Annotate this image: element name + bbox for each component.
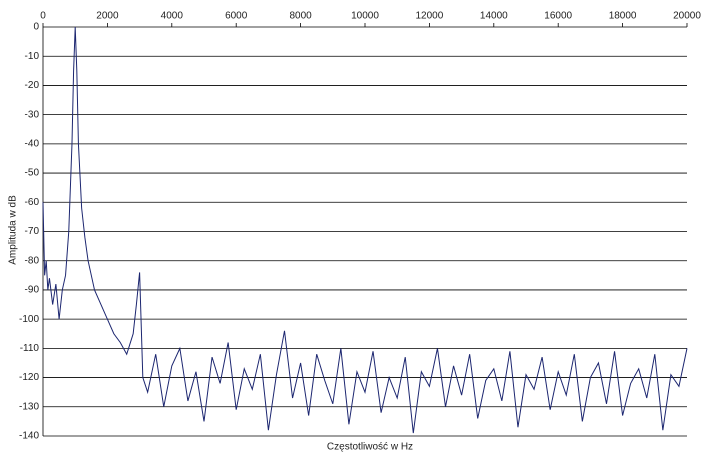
y-tick-label: -30 (25, 109, 40, 120)
y-tick-label: -70 (25, 226, 40, 237)
x-axis-title: Częstotliwość w Hz (327, 442, 413, 453)
y-tick-label: -50 (25, 168, 40, 179)
y-axis-title: Amplituda w dB (8, 195, 19, 265)
y-tick-label: 0 (33, 22, 39, 33)
x-tick-label: 14000 (480, 11, 508, 22)
y-tick-label: -80 (25, 255, 40, 266)
x-tick-label: 10000 (351, 11, 379, 22)
x-tick-label: 4000 (161, 11, 184, 22)
y-tick-label: -20 (25, 80, 40, 91)
x-tick-label: 12000 (415, 11, 443, 22)
x-tick-label: 8000 (289, 11, 312, 22)
x-tick-label: 0 (40, 11, 46, 22)
x-tick-label: 20000 (673, 11, 701, 22)
x-tick-label: 16000 (544, 11, 572, 22)
y-tick-label: -130 (19, 401, 39, 412)
y-tick-label: -110 (20, 343, 40, 354)
y-tick-label: -120 (19, 372, 39, 383)
y-tick-label: -90 (25, 285, 40, 296)
x-tick-label: 2000 (96, 11, 119, 22)
spectrum-line (42, 26, 688, 434)
y-tick-label: -100 (19, 314, 39, 325)
x-tick-label: 18000 (609, 11, 637, 22)
y-tick-label: -60 (25, 197, 40, 208)
y-tick-label: -40 (25, 138, 40, 149)
y-tick-label: -10 (25, 51, 40, 62)
y-tick-label: -140 (19, 431, 39, 442)
x-tick-label: 6000 (225, 11, 248, 22)
